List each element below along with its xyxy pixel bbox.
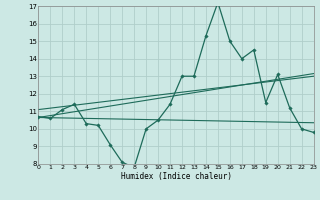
- X-axis label: Humidex (Indice chaleur): Humidex (Indice chaleur): [121, 172, 231, 181]
